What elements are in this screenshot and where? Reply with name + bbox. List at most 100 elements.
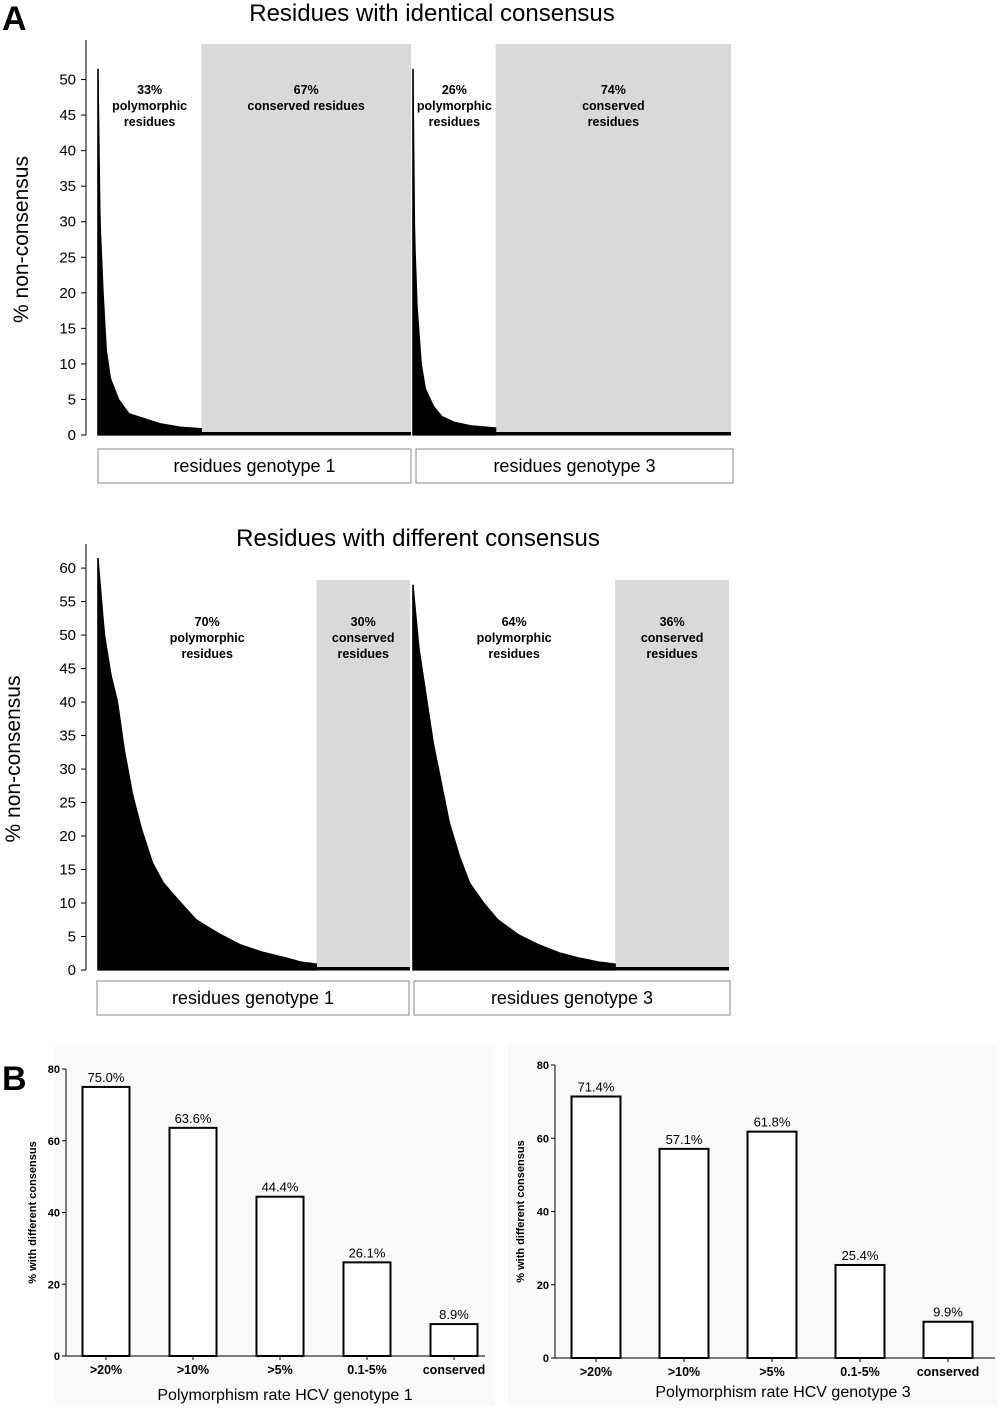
y-tick-label: 50 xyxy=(59,627,76,644)
region-annotation: 67% xyxy=(294,83,319,97)
y-tick-label: 35 xyxy=(59,178,76,195)
chart-title: Residues with identical consensus xyxy=(249,0,615,27)
x-tick-label: >20% xyxy=(580,1365,612,1379)
region-annotation: 36% xyxy=(660,615,685,629)
bar xyxy=(834,1263,886,1360)
y-tick-label: 20 xyxy=(537,1280,549,1292)
bar-value-label: 75.0% xyxy=(88,1070,125,1085)
bar xyxy=(81,1085,131,1357)
x-tick-label: >5% xyxy=(267,1363,292,1377)
y-tick-label: 40 xyxy=(537,1207,549,1219)
region-annotation: conserved xyxy=(582,99,645,113)
group-label-box xyxy=(415,448,734,484)
group-label: residues genotype 1 xyxy=(172,988,334,1008)
bar xyxy=(342,1261,392,1357)
y-tick-label: 15 xyxy=(59,862,76,879)
region-annotation: conserved xyxy=(641,631,704,645)
y-tick-label: 0 xyxy=(543,1353,549,1365)
top-chart: Residues with identical consensus 0 5 10 15 2… xyxy=(10,0,734,484)
panel-label-b: B xyxy=(2,1060,27,1098)
region-annotation: residues xyxy=(646,647,697,661)
polymorphic-residue-bars xyxy=(97,557,317,971)
y-tick-label: 35 xyxy=(59,728,76,745)
region-annotation: 26% xyxy=(442,83,467,97)
y-axis-label: % non-consensus xyxy=(2,676,25,843)
region-annotation: conserved xyxy=(332,631,395,645)
x-axis-label: Polymorphism rate HCV genotype 1 xyxy=(157,1387,412,1404)
group-label: residues genotype 1 xyxy=(173,456,335,476)
conserved-region xyxy=(316,580,410,970)
polymorphic-residue-bars xyxy=(412,68,497,436)
bar-value-label: 71.4% xyxy=(578,1079,615,1094)
group-label-box xyxy=(413,980,731,1016)
region-annotation: residues xyxy=(429,115,480,129)
y-tick-label: 20 xyxy=(59,828,76,845)
x-tick-label: >10% xyxy=(177,1363,209,1377)
y-tick-label: 60 xyxy=(48,1136,60,1148)
conserved-region xyxy=(201,44,411,435)
y-tick-label: 20 xyxy=(59,285,76,302)
conserved-residue-bars xyxy=(316,967,410,971)
x-axis-label: Polymorphism rate HCV genotype 3 xyxy=(655,1384,910,1401)
x-tick-label: >20% xyxy=(90,1363,122,1377)
region-annotation: 33% xyxy=(137,83,162,97)
y-tick-label: 50 xyxy=(59,72,76,89)
region-annotation: conserved residues xyxy=(247,99,364,113)
b-left-chart: 0 20 40 60 80 % with different consensus 75.0%… xyxy=(27,1045,495,1405)
panel-label-a: A xyxy=(2,0,27,38)
region-annotation: 74% xyxy=(601,83,626,97)
y-axis-label: % with different consensus xyxy=(515,1140,527,1282)
y-tick-label: 30 xyxy=(59,761,76,778)
y-axis-label: % with different consensus xyxy=(27,1141,39,1283)
conserved-residue-bars xyxy=(201,432,411,436)
conserved-residue-bars xyxy=(495,432,731,436)
y-tick-label: 0 xyxy=(54,1351,60,1363)
bar xyxy=(570,1095,622,1360)
bar-value-label: 9.9% xyxy=(933,1305,963,1320)
bar xyxy=(922,1320,974,1359)
x-tick-label: conserved xyxy=(423,1363,486,1377)
x-tick-label: conserved xyxy=(917,1365,980,1379)
bar xyxy=(658,1147,710,1359)
y-axis-label: % non-consensus xyxy=(10,156,33,323)
conserved-region xyxy=(495,44,731,435)
y-tick-label: 55 xyxy=(59,594,76,611)
y-tick-label: 20 xyxy=(48,1279,60,1291)
region-annotation: polymorphic xyxy=(417,99,492,113)
x-tick-label: 0.1-5% xyxy=(840,1365,880,1379)
region-annotation: residues xyxy=(488,647,539,661)
y-tick-label: 25 xyxy=(59,795,76,812)
chart-title: Residues with different consensus xyxy=(236,525,600,552)
y-tick-label: 45 xyxy=(59,107,76,124)
bar-value-label: 8.9% xyxy=(439,1307,469,1322)
bar-value-label: 25.4% xyxy=(842,1248,879,1263)
region-annotation: 70% xyxy=(195,615,220,629)
conserved-residue-bars xyxy=(615,967,729,971)
region-annotation: polymorphic xyxy=(477,631,552,645)
group-label: residues genotype 3 xyxy=(493,456,655,476)
y-tick-label: 5 xyxy=(68,929,76,946)
bar-value-label: 61.8% xyxy=(754,1115,791,1130)
y-tick-label: 25 xyxy=(59,249,76,266)
region-annotation: residues xyxy=(588,115,639,129)
y-tick-label: 60 xyxy=(59,560,76,577)
y-tick-label: 60 xyxy=(537,1133,549,1145)
bar xyxy=(255,1195,305,1357)
bar-value-label: 44.4% xyxy=(262,1180,299,1195)
bar xyxy=(429,1323,479,1358)
x-tick-label: 0.1-5% xyxy=(347,1363,387,1377)
y-tick-label: 40 xyxy=(59,143,76,160)
polymorphic-residue-bars xyxy=(412,584,616,971)
group-label-box xyxy=(97,448,412,484)
bar xyxy=(746,1130,798,1359)
middle-chart: Residues with different consensus 0 5 10 15 2… xyxy=(2,525,731,1016)
region-annotation: 64% xyxy=(502,615,527,629)
bar-value-label: 63.6% xyxy=(175,1111,212,1126)
bar xyxy=(168,1126,218,1357)
bar-value-label: 57.1% xyxy=(666,1132,703,1147)
polymorphic-residue-bars xyxy=(97,68,202,436)
conserved-region xyxy=(615,580,729,970)
y-tick-label: 30 xyxy=(59,214,76,231)
y-tick-label: 10 xyxy=(59,356,76,373)
